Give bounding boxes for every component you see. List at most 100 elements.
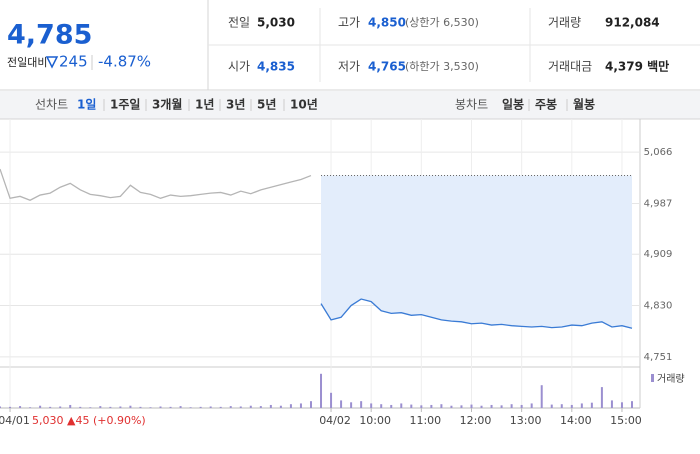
- volume-bar: [0, 406, 1, 408]
- period-tab: 3개월: [152, 97, 182, 112]
- volume-bar: [550, 404, 553, 408]
- volume-bar: [99, 406, 102, 408]
- volume-bar: [490, 404, 493, 408]
- price-line: [0, 168, 312, 201]
- volume-bar: [570, 404, 573, 408]
- x-tick-label: 04/02: [319, 414, 351, 427]
- volume-bar: [149, 407, 152, 408]
- volume-bar: [510, 404, 513, 408]
- volume-bar: [350, 402, 353, 408]
- x-tick-label: 15:00: [610, 414, 642, 427]
- volume-bar: [450, 405, 453, 408]
- volume-bar: [119, 406, 122, 408]
- volume-bar: [289, 404, 292, 408]
- volume-bar: [420, 405, 423, 408]
- stat-value: 5,030: [257, 16, 295, 30]
- volume-bar: [500, 405, 503, 408]
- y-tick-label: 5,066: [644, 147, 673, 158]
- volume-bar: [400, 403, 403, 408]
- volume-bar: [631, 401, 633, 408]
- volume-bar: [209, 406, 212, 408]
- volume-bar: [79, 406, 82, 408]
- line-chart-label: 선차트: [35, 98, 68, 112]
- volume-bar: [259, 406, 262, 408]
- volume-bar: [600, 387, 603, 408]
- volume-bar: [309, 401, 312, 408]
- stat-value: 912,084: [605, 16, 660, 30]
- volume-bar: [69, 404, 72, 408]
- period-tab: 10년: [290, 98, 318, 112]
- candle-chart-label: 봉차트: [455, 98, 488, 112]
- volume-bar: [179, 406, 182, 408]
- stat-extra: (상한가 6,530): [405, 16, 479, 29]
- volume-bar: [430, 404, 433, 408]
- stat-value: 4,850: [368, 16, 406, 30]
- volume-bar: [89, 407, 92, 408]
- legend-swatch: [651, 374, 654, 382]
- annotation: 5,030 ▲45 (+0.90%): [32, 414, 146, 427]
- stat-label: 저가: [338, 60, 360, 74]
- area: [321, 175, 632, 329]
- volume-bar: [19, 406, 22, 408]
- period-tab: 1주일: [110, 98, 140, 112]
- tab-bar: [0, 91, 700, 119]
- down-icon: [45, 56, 59, 69]
- period-tab: 1년: [195, 98, 214, 112]
- period-tab: 3년: [226, 98, 245, 112]
- volume-bar: [440, 404, 443, 408]
- period-tab: 5년: [257, 98, 276, 112]
- candle-tab: 월봉: [573, 97, 595, 112]
- stat-label: 거래량: [548, 16, 581, 30]
- volume-bar: [129, 405, 132, 408]
- x-tick-label: 11:00: [409, 414, 441, 427]
- stat-label: 고가: [338, 16, 360, 30]
- volume-bar: [530, 403, 533, 408]
- y-tick-label: 4,751: [644, 352, 673, 363]
- volume-bar: [410, 404, 413, 408]
- volume-bar: [330, 392, 333, 408]
- volume-bar: [49, 406, 52, 408]
- volume-bar: [229, 406, 232, 408]
- volume-bar: [109, 406, 112, 408]
- y-tick-label: 4,909: [644, 249, 673, 260]
- x-tick-label: 13:00: [510, 414, 542, 427]
- volume-bar: [189, 407, 192, 408]
- current-price: 4,785: [7, 20, 92, 51]
- y-tick-label: 4,830: [644, 301, 673, 312]
- volume-bar: [169, 406, 172, 408]
- volume-bar: [9, 406, 12, 408]
- volume-bar: [580, 403, 583, 408]
- volume-bar: [279, 405, 282, 408]
- volume-bar: [239, 406, 242, 408]
- volume-bar: [249, 405, 252, 408]
- volume-bar: [159, 406, 162, 408]
- volume-bar: [390, 404, 393, 408]
- stat-extra: (하한가 3,530): [405, 59, 479, 73]
- volume-bar: [380, 404, 383, 408]
- volume-bar: [199, 406, 202, 408]
- volume-bar: [480, 405, 483, 408]
- x-tick-label: 04/01: [0, 414, 30, 427]
- x-tick-label: 10:00: [359, 414, 391, 427]
- volume-bar: [620, 402, 623, 408]
- volume-bar: [29, 407, 32, 408]
- change-pct: -4.87%: [98, 53, 151, 71]
- volume-bar: [269, 404, 272, 408]
- volume-bar: [370, 403, 373, 408]
- stat-label: 전일: [228, 16, 250, 30]
- y-tick-label: 4,987: [644, 199, 673, 210]
- candle-tab: 일봉: [502, 98, 524, 112]
- volume-bar: [360, 401, 363, 408]
- change-label: 전일대비: [7, 55, 47, 69]
- stat-label: 거래대금: [548, 60, 592, 74]
- volume-bar: [59, 406, 62, 408]
- change: 245: [59, 53, 88, 71]
- volume-bar: [39, 405, 42, 408]
- volume-bar: [470, 404, 473, 408]
- stat-label: 시가: [228, 60, 250, 74]
- volume-bar: [610, 400, 613, 408]
- stat-value: 4,379 백만: [605, 59, 669, 74]
- price-line: [320, 298, 633, 329]
- volume-bar: [340, 400, 343, 408]
